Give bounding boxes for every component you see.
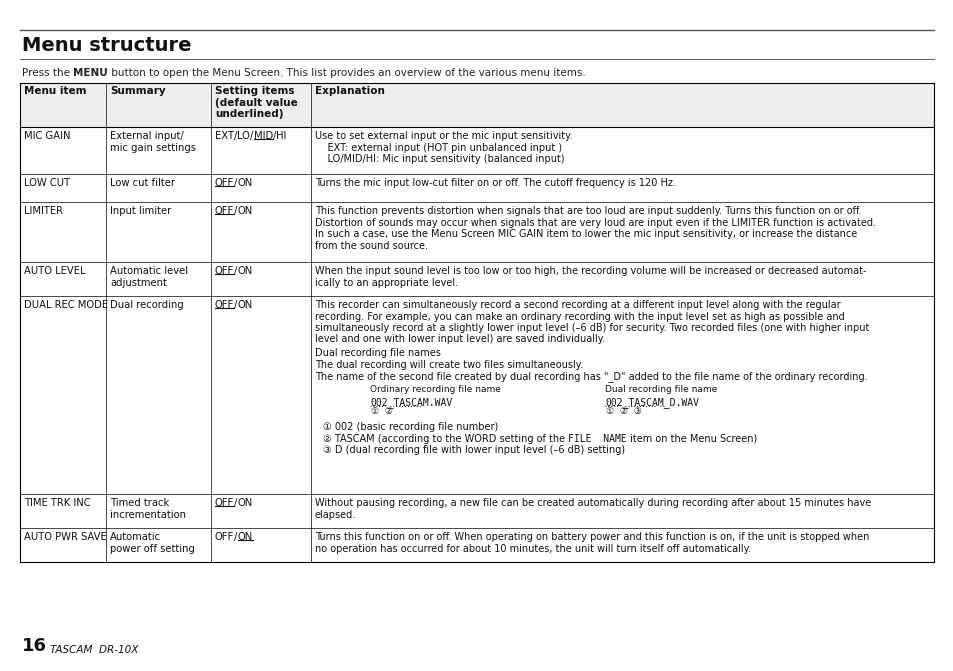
Text: TIME TRK INC: TIME TRK INC <box>24 498 91 508</box>
Text: OFF: OFF <box>214 266 234 276</box>
Text: 16: 16 <box>22 637 47 655</box>
Text: /: / <box>234 266 237 276</box>
Text: LO: LO <box>237 131 250 141</box>
Text: Automatic level
adjustment: Automatic level adjustment <box>110 266 188 288</box>
Text: Summary: Summary <box>110 86 166 96</box>
Text: LIMITER: LIMITER <box>24 206 63 216</box>
Text: The name of the second file created by dual recording has "_D" added to the file: The name of the second file created by d… <box>314 371 866 382</box>
Text: When the input sound level is too low or too high, the recording volume will be : When the input sound level is too low or… <box>314 266 865 288</box>
Text: AUTO PWR SAVE: AUTO PWR SAVE <box>24 532 107 542</box>
Text: LOW CUT: LOW CUT <box>24 178 71 188</box>
Text: External input/
mic gain settings: External input/ mic gain settings <box>110 131 195 152</box>
Text: ③ D (dual recording file with lower input level (–6 dB) setting): ③ D (dual recording file with lower inpu… <box>323 445 624 455</box>
Text: TASCAM  DR-10X: TASCAM DR-10X <box>50 645 138 655</box>
Text: Timed track
incrementation: Timed track incrementation <box>110 498 186 519</box>
Text: simultaneously record at a slightly lower input level (–6 dB) for security. Two : simultaneously record at a slightly lowe… <box>314 323 868 333</box>
Text: FILE  NAME: FILE NAME <box>568 433 626 444</box>
Text: button to open the Menu Screen. This list provides an overview of the various me: button to open the Menu Screen. This lis… <box>108 68 585 78</box>
Text: OFF: OFF <box>214 532 234 542</box>
Text: Setting items
(default value
underlined): Setting items (default value underlined) <box>214 86 297 119</box>
Text: /: / <box>250 131 253 141</box>
Text: ON: ON <box>237 178 253 188</box>
Text: /: / <box>234 300 237 310</box>
Text: Explanation: Explanation <box>314 86 384 96</box>
Text: MID: MID <box>253 131 273 141</box>
Text: Ordinary recording file name: Ordinary recording file name <box>370 386 500 395</box>
Text: ① 002 (basic recording file number): ① 002 (basic recording file number) <box>323 422 497 432</box>
Text: HI: HI <box>276 131 286 141</box>
Text: ON: ON <box>237 498 253 508</box>
Text: EXT: EXT <box>214 131 233 141</box>
Text: Input limiter: Input limiter <box>110 206 172 216</box>
Text: The dual recording will create two files simultaneously.: The dual recording will create two files… <box>314 360 582 370</box>
Text: DUAL REC MODE: DUAL REC MODE <box>24 300 108 310</box>
Text: OFF: OFF <box>214 498 234 508</box>
Text: Dual recording: Dual recording <box>110 300 184 310</box>
Text: AUTO LEVEL: AUTO LEVEL <box>24 266 86 276</box>
Text: ② TASCAM (according to the WORD setting of the: ② TASCAM (according to the WORD setting … <box>323 433 568 444</box>
Bar <box>20 83 933 127</box>
Text: ON: ON <box>237 206 253 216</box>
Text: item on the Menu Screen): item on the Menu Screen) <box>626 433 757 444</box>
Text: Turns this function on or off. When operating on battery power and this function: Turns this function on or off. When oper… <box>314 532 868 554</box>
Text: level and one with lower input level) are saved individually.: level and one with lower input level) ar… <box>314 335 604 344</box>
Text: 002_TASCAM.WAV: 002_TASCAM.WAV <box>370 397 452 408</box>
Text: recording. For example, you can make an ordinary recording with the input level : recording. For example, you can make an … <box>314 311 843 321</box>
Text: Dual recording file names: Dual recording file names <box>314 348 440 358</box>
Text: ON: ON <box>237 266 253 276</box>
Text: OFF: OFF <box>214 206 234 216</box>
Text: MIC GAIN: MIC GAIN <box>24 131 71 141</box>
Text: Without pausing recording, a new file can be created automatically during record: Without pausing recording, a new file ca… <box>314 498 870 519</box>
Text: /: / <box>273 131 276 141</box>
Text: /: / <box>234 206 237 216</box>
Text: This recorder can simultaneously record a second recording at a different input : This recorder can simultaneously record … <box>314 300 840 310</box>
Text: Turns the mic input low-cut filter on or off. The cutoff frequency is 120 Hz.: Turns the mic input low-cut filter on or… <box>314 178 675 188</box>
Text: ①  ②  ③: ① ② ③ <box>605 407 641 417</box>
Text: This function prevents distortion when signals that are too loud are input sudde: This function prevents distortion when s… <box>314 206 875 251</box>
Text: ①  ②: ① ② <box>371 407 393 417</box>
Text: Low cut filter: Low cut filter <box>110 178 174 188</box>
Text: 002_TASCAM_D.WAV: 002_TASCAM_D.WAV <box>604 397 699 408</box>
Text: ON: ON <box>237 300 253 310</box>
Text: OFF: OFF <box>214 178 234 188</box>
Text: Menu structure: Menu structure <box>22 36 192 55</box>
Text: MENU: MENU <box>73 68 108 78</box>
Text: Dual recording file name: Dual recording file name <box>604 386 717 395</box>
Text: Use to set external input or the mic input sensitivity.
    EXT: external input : Use to set external input or the mic inp… <box>314 131 572 164</box>
Text: Menu item: Menu item <box>24 86 87 96</box>
Text: Automatic
power off setting: Automatic power off setting <box>110 532 194 554</box>
Text: /: / <box>234 532 237 542</box>
Text: OFF: OFF <box>214 300 234 310</box>
Text: /: / <box>234 498 237 508</box>
Text: /: / <box>234 178 237 188</box>
Text: Press the: Press the <box>22 68 73 78</box>
Text: ON: ON <box>237 532 253 542</box>
Text: /: / <box>233 131 237 141</box>
